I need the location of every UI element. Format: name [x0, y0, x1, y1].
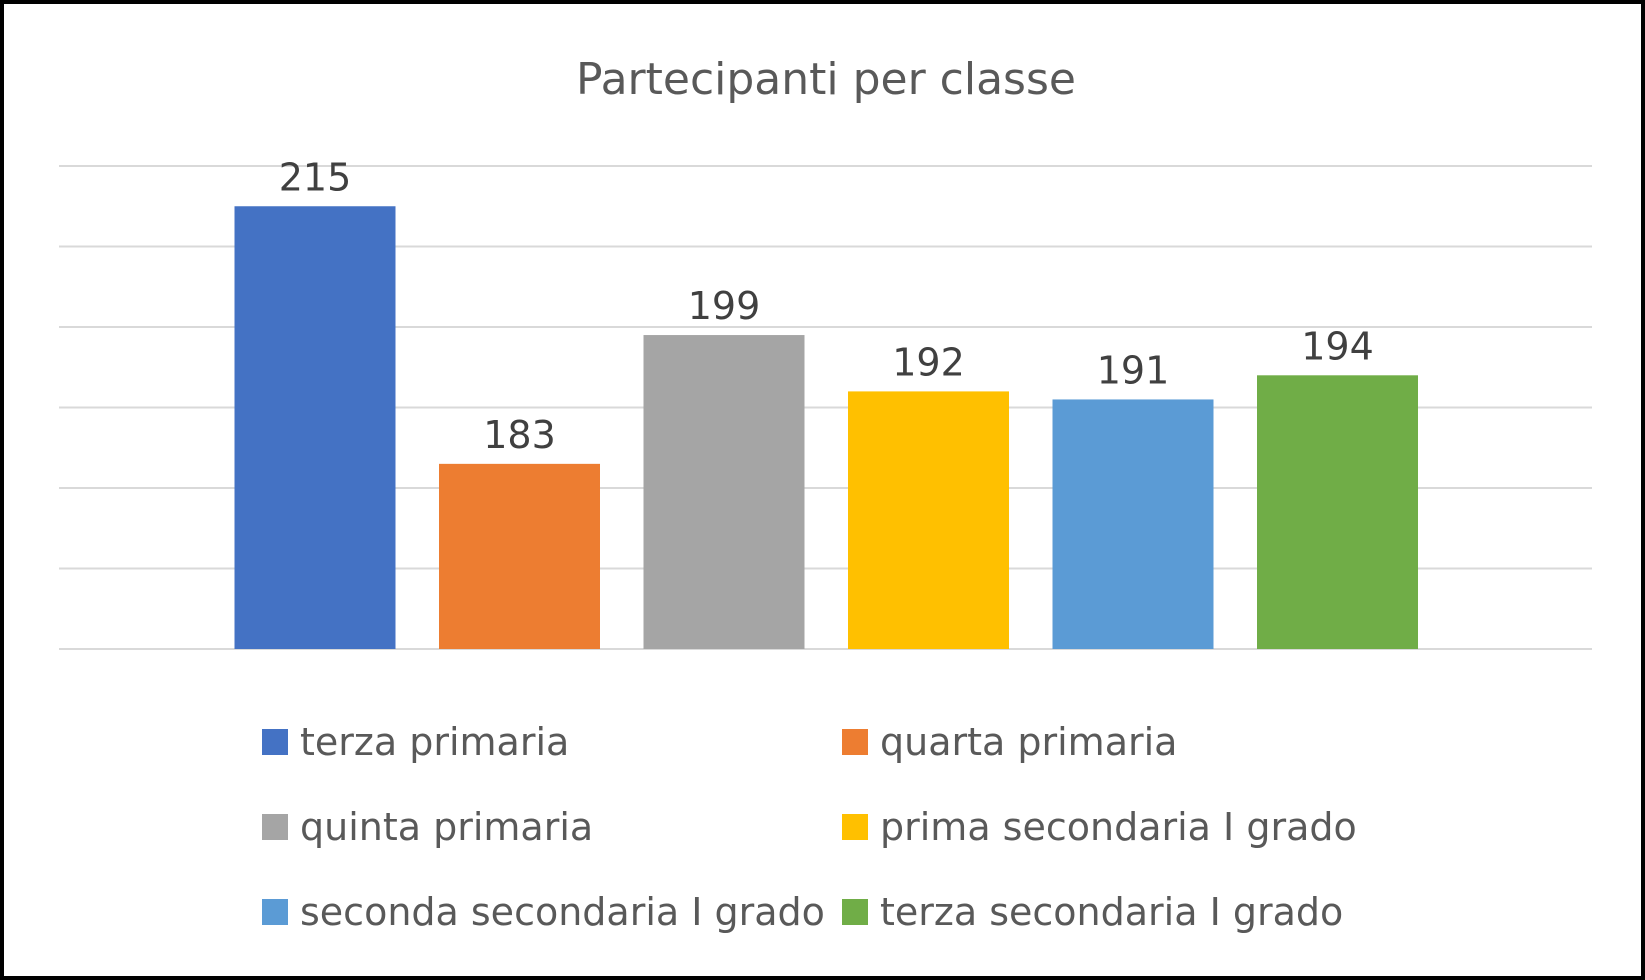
legend-label: seconda secondaria I grado [300, 890, 825, 934]
legend-label: prima secondaria I grado [880, 805, 1357, 849]
legend-item: quarta primaria [842, 720, 1177, 764]
legend-swatch [262, 729, 288, 755]
legend-item: prima secondaria I grado [842, 805, 1357, 849]
bar [439, 463, 600, 649]
bar-chart: Partecipanti per classe 215 183 199 192 191 1… [59, 54, 1592, 934]
legend-item: terza secondaria I grado [842, 890, 1343, 934]
data-label: 215 [279, 155, 352, 199]
data-label: 199 [688, 284, 761, 328]
data-label: 191 [1097, 348, 1170, 392]
data-label: 194 [1301, 324, 1374, 368]
legend-label: terza secondaria I grado [880, 890, 1343, 934]
legend-item: terza primaria [262, 720, 569, 764]
legend-swatch [842, 814, 868, 840]
bar [1052, 399, 1214, 649]
legend-item: quinta primaria [262, 805, 593, 849]
legend-label: terza primaria [300, 720, 569, 764]
legend-item: seconda secondaria I grado [262, 890, 825, 934]
legend-label: quinta primaria [300, 805, 593, 849]
bar [234, 206, 396, 649]
bars [234, 206, 1418, 649]
legend-swatch [262, 814, 288, 840]
chart-title: Partecipanti per classe [576, 54, 1076, 105]
bar [848, 391, 1009, 649]
legend-swatch [842, 729, 868, 755]
legend-label: quarta primaria [880, 720, 1177, 764]
data-label: 192 [892, 340, 965, 384]
bar [643, 335, 805, 649]
data-label: 183 [483, 413, 556, 457]
data-labels: 215 183 199 192 191 194 [279, 155, 1374, 457]
legend-swatch [262, 899, 288, 925]
legend-swatch [842, 899, 868, 925]
legend: terza primaria quarta primaria quinta prim… [262, 720, 1357, 934]
bar [1257, 375, 1418, 649]
